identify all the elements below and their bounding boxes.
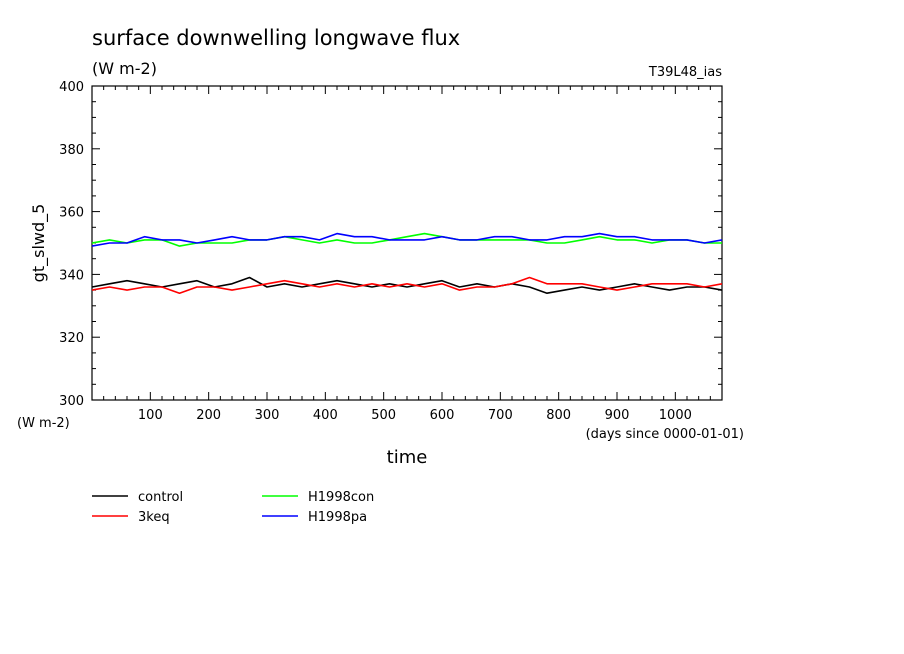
legend-label-control: control (138, 490, 183, 505)
x-axis-unit: (days since 0000-01-01) (586, 427, 744, 442)
x-tick-label: 1000 (659, 408, 692, 423)
plot-frame (91, 85, 723, 401)
series-lines (91, 232, 723, 295)
chart-subtitle: (W m-2) (92, 59, 157, 78)
y-tick-label: 300 (59, 394, 84, 409)
x-tick-label: 100 (138, 408, 163, 423)
series-line-h1998pa (91, 232, 723, 247)
legend-label-3keq: 3keq (138, 510, 170, 525)
x-tick-label: 200 (196, 408, 221, 423)
y-axis-label: gt_slwd_5 (29, 204, 49, 283)
x-tick-label: 400 (313, 408, 338, 423)
x-tick-label: 500 (371, 408, 396, 423)
legend-label-h1998pa: H1998pa (308, 510, 367, 525)
model-tag: T39L48_ias (648, 65, 722, 80)
legend-label-h1998con: H1998con (308, 490, 374, 505)
x-tick-label: 900 (605, 408, 630, 423)
x-tick-label: 300 (255, 408, 280, 423)
y-tick-label: 340 (59, 268, 84, 283)
axis-ticks: 300 320 340 360 380 400 100 200 300 400 500 600 700 8… (59, 80, 722, 423)
series-line-control (91, 276, 723, 295)
x-axis-label: time (387, 447, 428, 468)
chart-title: surface downwelling longwave flux (92, 26, 460, 50)
series-line-3keq (91, 276, 723, 295)
y-axis-unit: (W m-2) (17, 416, 70, 431)
x-tick-label: 700 (488, 408, 513, 423)
x-tick-label: 800 (546, 408, 571, 423)
y-tick-label: 360 (59, 206, 84, 221)
x-tick-label: 600 (430, 408, 455, 423)
legend: control 3keq H1998con H1998pa (92, 490, 374, 525)
y-tick-label: 380 (59, 143, 84, 158)
y-tick-label: 400 (59, 80, 84, 95)
y-tick-label: 320 (59, 331, 84, 346)
